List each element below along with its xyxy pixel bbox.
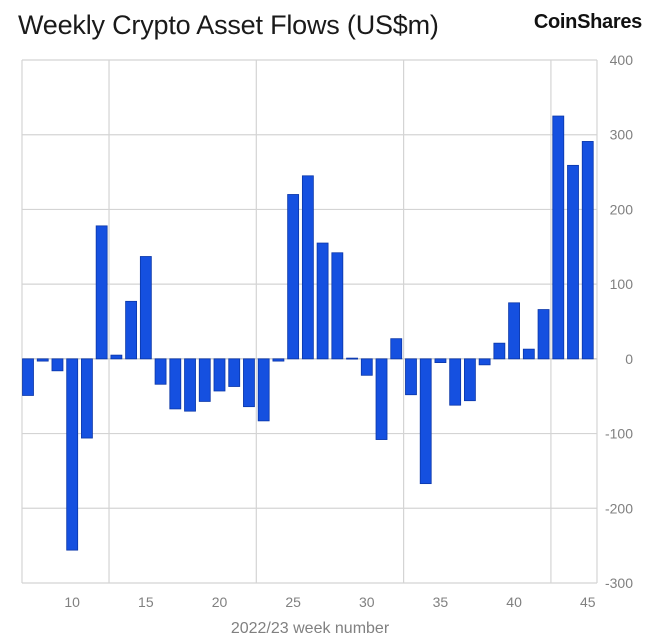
bar-week-13 xyxy=(110,354,123,360)
bar-week-38 xyxy=(478,358,491,366)
x-tick-label: 10 xyxy=(64,594,80,610)
bar-week-18 xyxy=(184,358,196,412)
x-tick-label: 35 xyxy=(433,594,449,610)
bar-week-40 xyxy=(508,302,520,360)
bar-week-36 xyxy=(449,358,462,406)
bar-week-7 xyxy=(22,358,34,396)
coinshares-logo: CoinShares xyxy=(533,11,642,33)
bar-week-39 xyxy=(493,342,506,360)
bar-week-10 xyxy=(66,358,79,551)
x-tick-label: 25 xyxy=(285,594,301,610)
bar-week-9 xyxy=(51,358,64,372)
bar-week-42 xyxy=(537,309,550,360)
bar-week-29 xyxy=(346,357,358,360)
bar-week-44 xyxy=(567,164,579,360)
x-tick-label: 40 xyxy=(506,594,522,610)
bar-week-11 xyxy=(81,358,93,439)
bar-week-16 xyxy=(154,358,167,385)
chart-title: Weekly Crypto Asset Flows (US$m) xyxy=(18,10,439,40)
bar-week-8 xyxy=(36,358,49,362)
bar-week-32 xyxy=(390,338,403,360)
bar-week-17 xyxy=(169,358,182,410)
bar-week-33 xyxy=(405,358,417,396)
y-tick-label: 400 xyxy=(610,52,634,68)
bar-week-43 xyxy=(552,115,565,360)
bar-week-26 xyxy=(301,175,314,360)
y-tick-label: -300 xyxy=(605,575,633,591)
bar-week-34 xyxy=(419,358,432,485)
bar-week-15 xyxy=(139,256,152,360)
bar-week-22 xyxy=(243,358,255,408)
bar-week-12 xyxy=(95,225,108,360)
x-tick-label: 20 xyxy=(212,594,228,610)
bar-week-25 xyxy=(287,194,300,360)
y-tick-label: 100 xyxy=(610,276,634,292)
y-tick-label: -100 xyxy=(605,426,633,442)
x-axis-ticks: 10 15 20 25 30 35 40 45 xyxy=(64,594,595,610)
bar-week-45 xyxy=(581,141,594,360)
grid-lines xyxy=(21,59,598,584)
bar-week-31 xyxy=(375,358,388,440)
bar-week-24 xyxy=(272,358,285,362)
bar-week-21 xyxy=(228,358,241,387)
x-axis-label: 2022/23 week number xyxy=(231,620,390,637)
bar-week-14 xyxy=(125,300,138,360)
bar-week-20 xyxy=(213,358,226,392)
bar-week-27 xyxy=(316,242,329,360)
bar-week-35 xyxy=(434,358,447,363)
x-tick-label: 45 xyxy=(580,594,596,610)
bar-week-37 xyxy=(463,358,476,402)
y-tick-label: -200 xyxy=(605,500,633,516)
bar-week-30 xyxy=(360,358,373,376)
bar-week-28 xyxy=(331,252,344,360)
bar-week-23 xyxy=(257,358,270,422)
x-tick-label: 30 xyxy=(359,594,375,610)
y-tick-label: 200 xyxy=(610,201,634,217)
x-tick-label: 15 xyxy=(138,594,154,610)
y-tick-label: 300 xyxy=(610,127,634,143)
y-axis-ticks: 400 300 200 100 0 -100 -200 -300 xyxy=(605,52,633,591)
y-tick-label: 0 xyxy=(625,351,633,367)
bars xyxy=(22,115,594,551)
bar-week-41 xyxy=(522,348,535,360)
bar-week-19 xyxy=(198,358,211,402)
